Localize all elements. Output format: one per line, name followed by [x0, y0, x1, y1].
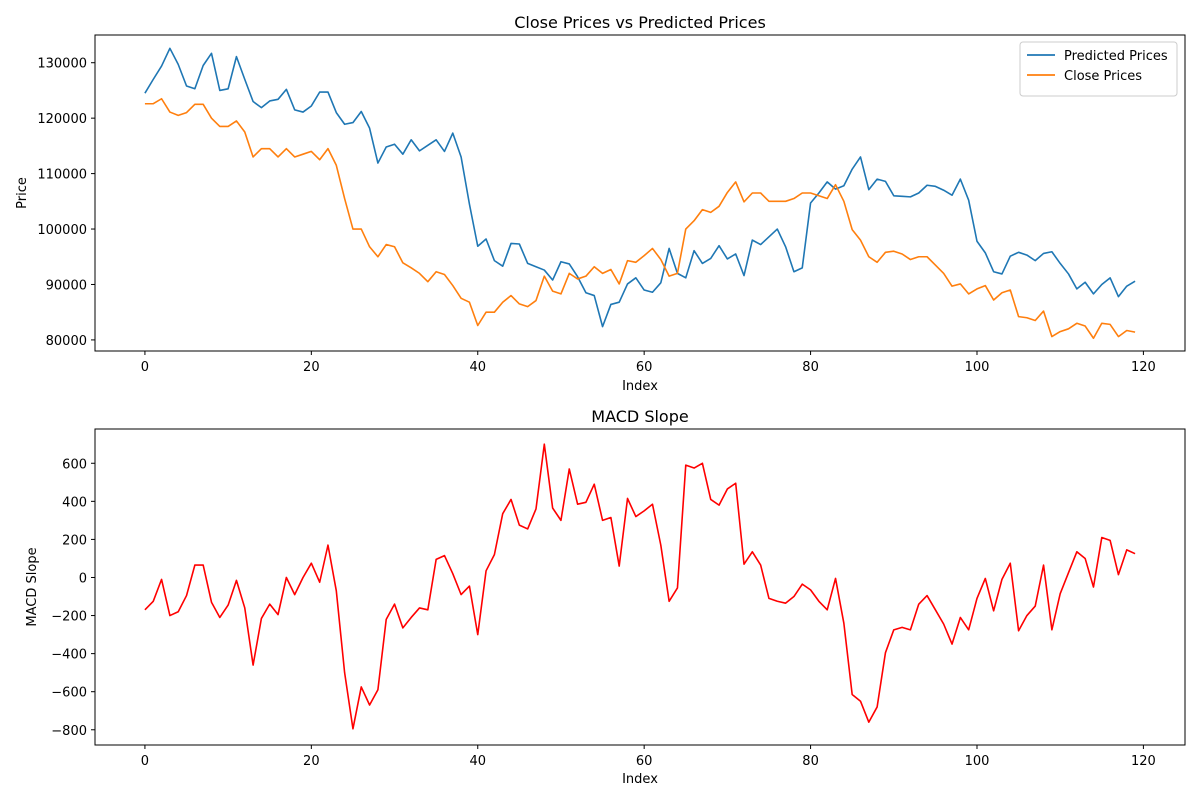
plot-frame [94, 34, 1186, 352]
y-tick-label: 400 [62, 495, 87, 510]
y-tick-label: 110000 [37, 168, 87, 183]
plot-frame [94, 428, 1186, 746]
x-axis-label: Index [622, 379, 658, 394]
x-tick-label: 80 [802, 360, 819, 375]
y-tick-label: 100000 [37, 223, 87, 238]
x-tick-label: 60 [636, 754, 653, 769]
y-axis-label: MACD Slope [25, 547, 40, 626]
y-tick-label: 200 [62, 533, 87, 548]
x-tick-label: 40 [469, 360, 486, 375]
chart-title: Close Prices vs Predicted Prices [514, 13, 766, 32]
y-tick-label: 90000 [46, 278, 87, 293]
legend-label: Predicted Prices [1064, 49, 1168, 64]
legend-box [1019, 41, 1178, 97]
macd-slope-chart: MACD Slope 0 20 40 60 80 100 120 −800 −600 −400 −20… [25, 407, 1186, 787]
price-chart: Close Prices vs Predicted Prices 0 20 40 60 8… [15, 13, 1186, 394]
y-tick-label: 130000 [37, 57, 87, 72]
y-tick-label: 600 [62, 457, 87, 472]
x-tick-label: 100 [965, 360, 990, 375]
legend-label: Close Prices [1064, 69, 1142, 84]
x-tick-label: 0 [141, 360, 149, 375]
x-tick-label: 20 [303, 754, 320, 769]
x-tick-label: 120 [1131, 360, 1156, 375]
x-axis-label: Index [622, 772, 658, 787]
series-line-predicted-prices [144, 47, 1136, 328]
y-tick-label: −400 [51, 648, 87, 663]
y-tick-label: 0 [79, 571, 87, 586]
y-tick-label: −200 [51, 610, 87, 625]
y-tick-label: −600 [51, 686, 87, 701]
x-tick-label: 40 [469, 754, 486, 769]
y-axis-label: Price [15, 177, 30, 209]
y-tick-label: −800 [51, 724, 87, 739]
chart-title: MACD Slope [591, 407, 688, 426]
y-tick-label: 80000 [46, 334, 87, 349]
series-line-close-prices [144, 97, 1136, 340]
x-tick-label: 60 [636, 360, 653, 375]
x-tick-label: 0 [141, 754, 149, 769]
y-tick-label: 120000 [37, 112, 87, 127]
x-tick-label: 80 [802, 754, 819, 769]
x-tick-label: 100 [965, 754, 990, 769]
legend: Predicted Prices Close Prices [1019, 41, 1178, 97]
x-tick-label: 120 [1131, 754, 1156, 769]
x-tick-label: 20 [303, 360, 320, 375]
series-line-macd-slope [144, 443, 1136, 730]
